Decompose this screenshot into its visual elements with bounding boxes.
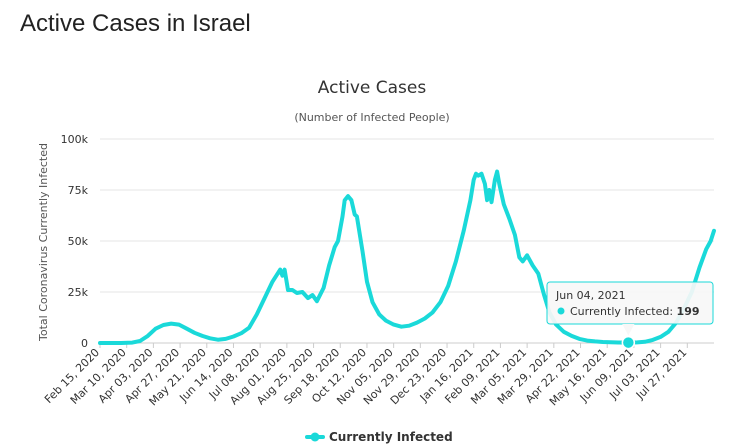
legend-marker-icon [310, 432, 320, 442]
chart-subtitle: (Number of Infected People) [294, 111, 449, 124]
tooltip: Jun 04, 2021 Currently Infected: 199 [546, 281, 714, 336]
tooltip-series-dot [557, 307, 565, 315]
y-tick-label: 25k [68, 286, 89, 299]
tooltip-date: Jun 04, 2021 [555, 289, 626, 302]
tooltip-series-label: Currently Infected: [570, 305, 677, 318]
y-axis-ticks: 0 25k 50k 75k 100k [61, 133, 89, 350]
y-tick-label: 0 [81, 337, 88, 350]
y-tick-label: 50k [68, 235, 89, 248]
tooltip-value: 199 [677, 305, 700, 318]
legend[interactable]: Currently Infected [305, 430, 453, 444]
series-layer [98, 169, 716, 350]
tooltip-pointer [622, 324, 635, 336]
chart-title: Active Cases [318, 78, 427, 98]
series-line-currently-infected[interactable] [98, 169, 716, 345]
legend-label[interactable]: Currently Infected [329, 430, 453, 444]
y-tick-label: 75k [68, 184, 89, 197]
y-tick-label: 100k [61, 133, 89, 146]
page-title: Active Cases in Israel [20, 10, 251, 37]
hover-point-marker[interactable] [621, 335, 636, 350]
y-axis-title: Total Coronavirus Currently Infected [37, 143, 50, 342]
tooltip-line: Currently Infected: 199 [570, 305, 700, 318]
